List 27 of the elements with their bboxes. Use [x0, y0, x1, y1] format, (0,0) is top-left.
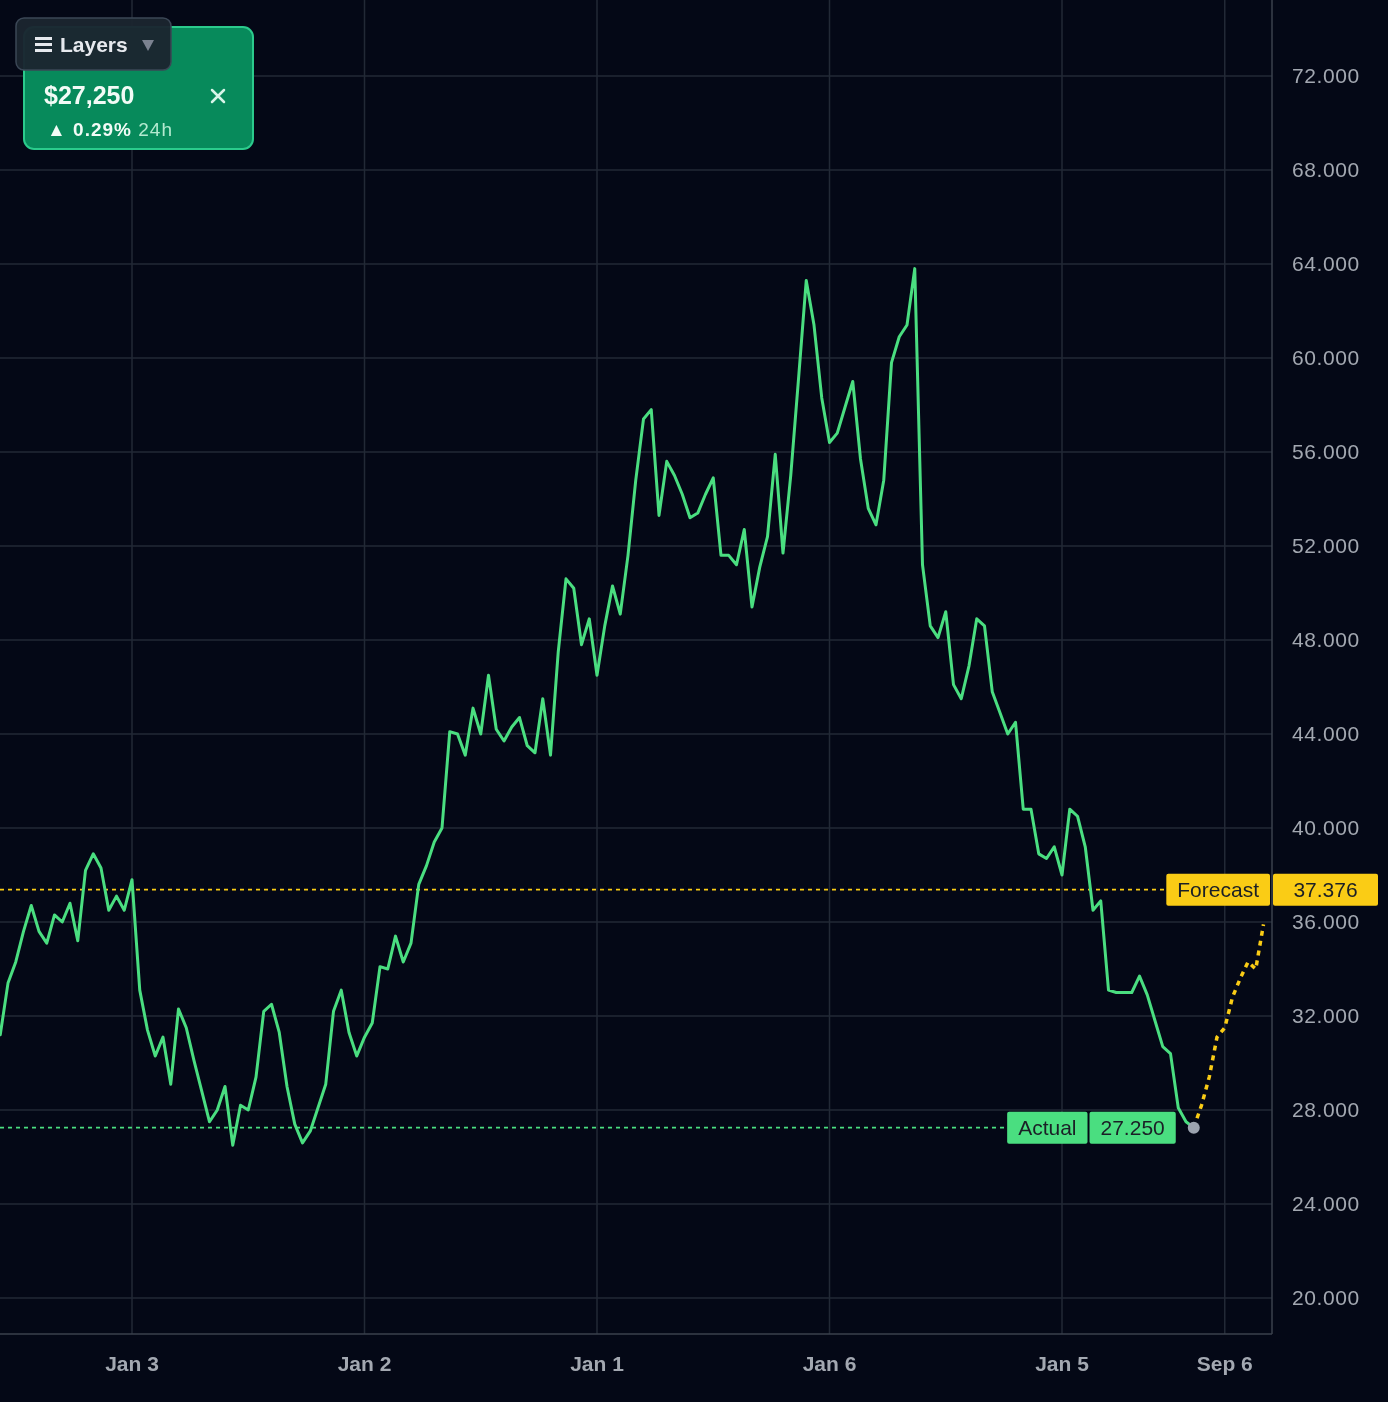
- x-tick-label: Jan 2: [337, 1352, 392, 1376]
- ref-line-label: Forecast: [1177, 878, 1260, 902]
- y-tick-label: 68.000: [1292, 158, 1360, 182]
- y-tick-label: 20.000: [1292, 1286, 1360, 1310]
- annotation: $27,250: [44, 81, 135, 109]
- annotation: Layers: [60, 33, 128, 56]
- y-tick-label: 72.000: [1292, 64, 1360, 88]
- x-tick-label: Jan 3: [105, 1352, 159, 1376]
- x-tick-label: Sep 6: [1196, 1352, 1253, 1376]
- x-tick-label: Jan 1: [570, 1352, 625, 1376]
- y-tick-label: 44.000: [1292, 722, 1360, 746]
- annotation: 27.250: [1100, 1116, 1165, 1139]
- x-tick-label: Jan 6: [802, 1352, 857, 1376]
- y-tick-label: 40.000: [1292, 816, 1360, 840]
- y-tick-label: 28.000: [1292, 1098, 1360, 1122]
- text: 37.376: [1293, 878, 1358, 902]
- y-tick-label: 48.000: [1292, 628, 1360, 652]
- y-tick-label: 36.000: [1292, 910, 1360, 934]
- y-tick-label: 52.000: [1292, 534, 1360, 558]
- y-tick-label: 24.000: [1292, 1192, 1360, 1216]
- y-tick-label: 56.000: [1292, 440, 1360, 464]
- ref-line-label: Actual: [1018, 1116, 1077, 1139]
- y-tick-label: 60.000: [1292, 346, 1360, 370]
- annotation: ▲ 0.29% 24h: [47, 119, 173, 140]
- x-tick-label: Jan 5: [1035, 1352, 1090, 1376]
- y-tick-label: 32.000: [1292, 1004, 1360, 1028]
- y-tick-label: 64.000: [1292, 252, 1360, 276]
